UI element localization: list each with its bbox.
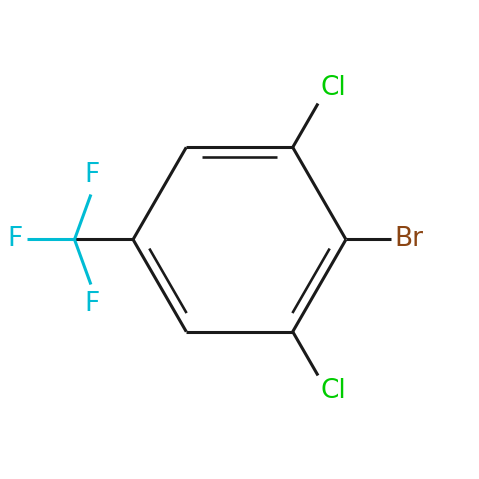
Text: F: F bbox=[84, 161, 100, 188]
Text: F: F bbox=[84, 291, 100, 318]
Text: F: F bbox=[7, 227, 23, 252]
Text: Br: Br bbox=[394, 227, 423, 252]
Text: Cl: Cl bbox=[320, 75, 346, 101]
Text: Cl: Cl bbox=[320, 378, 346, 404]
